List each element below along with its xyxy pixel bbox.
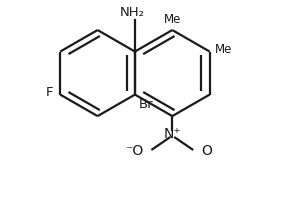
Text: NH₂: NH₂ <box>120 6 145 19</box>
Text: Br: Br <box>139 98 154 111</box>
Text: Me: Me <box>164 13 181 26</box>
Text: Me: Me <box>215 43 233 56</box>
Text: F: F <box>46 86 53 99</box>
Text: ⁻O: ⁻O <box>125 144 144 158</box>
Text: N⁺: N⁺ <box>164 127 181 141</box>
Text: O: O <box>201 144 212 158</box>
